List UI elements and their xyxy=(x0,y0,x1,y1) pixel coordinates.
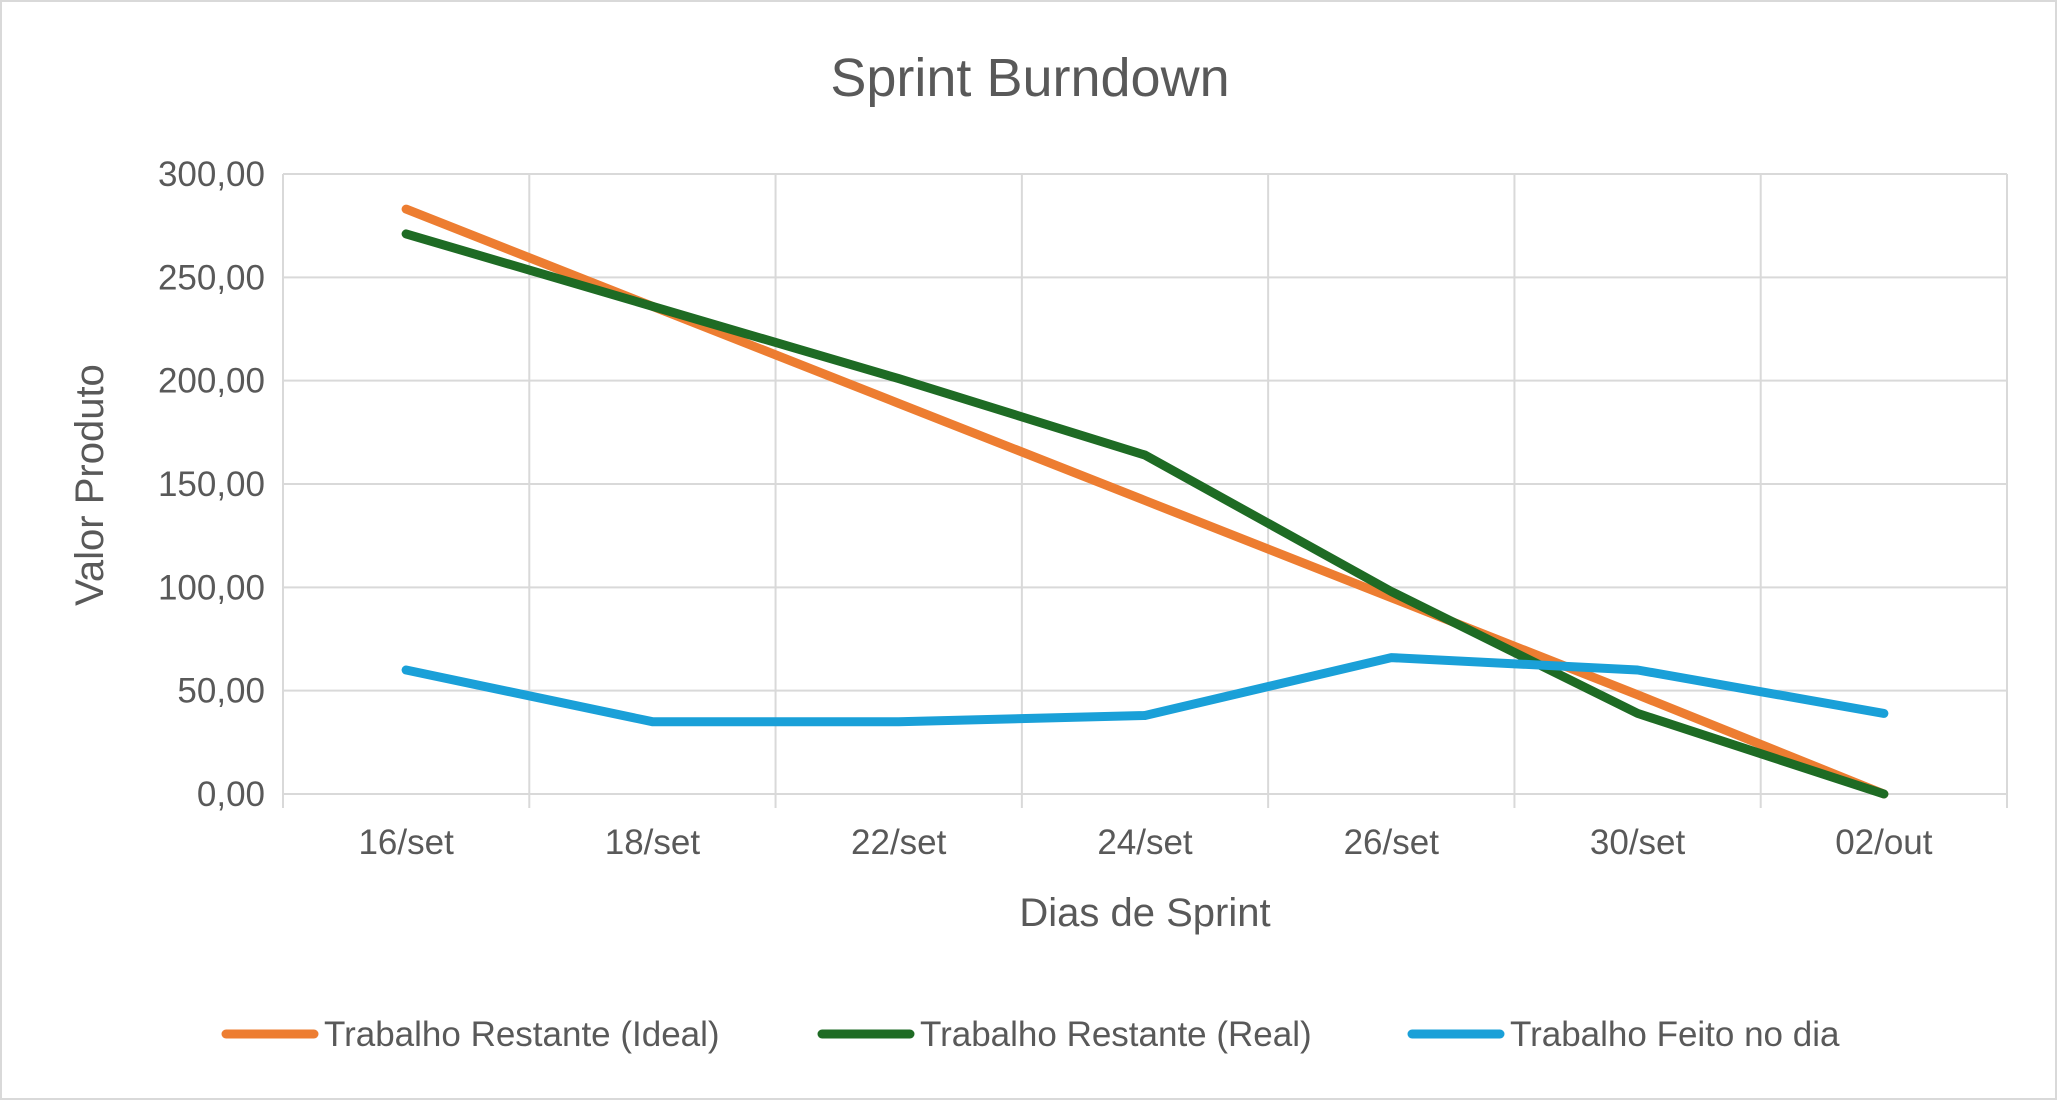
y-tick-label: 50,00 xyxy=(177,672,265,711)
x-tick-label: 22/set xyxy=(851,823,947,862)
series-line-3 xyxy=(401,653,1889,727)
y-tick-label: 100,00 xyxy=(158,568,265,607)
legend-label: Trabalho Restante (Real) xyxy=(920,1015,1312,1054)
y-tick-label: 300,00 xyxy=(158,155,265,194)
x-tick-label: 02/out xyxy=(1835,823,1933,862)
series-lines xyxy=(401,204,1889,799)
x-tick-label: 30/set xyxy=(1590,823,1686,862)
y-axis-title: Valor Produto xyxy=(68,364,112,606)
x-tick-label: 18/set xyxy=(605,823,701,862)
series-line-2 xyxy=(401,229,1889,799)
legend: Trabalho Restante (Ideal) Trabalho Restan… xyxy=(221,1015,1840,1054)
x-tick-label: 16/set xyxy=(358,823,454,862)
legend-label: Trabalho Feito no dia xyxy=(1510,1015,1840,1054)
x-axis-ticks: 16/set 18/set 22/set 24/set 26/set 30/set 02/o… xyxy=(358,823,1932,862)
y-axis-ticks: 0,00 50,00 100,00 150,00 200,00 250,00 300,00 xyxy=(158,155,265,814)
y-tick-label: 150,00 xyxy=(158,465,265,504)
x-tick-label: 24/set xyxy=(1097,823,1193,862)
x-tick-label: 26/set xyxy=(1344,823,1440,862)
y-tick-label: 0,00 xyxy=(197,775,265,814)
y-tick-label: 250,00 xyxy=(158,258,265,297)
chart-title: Sprint Burndown xyxy=(830,48,1229,108)
y-tick-label: 200,00 xyxy=(158,362,265,401)
legend-label: Trabalho Restante (Ideal) xyxy=(324,1015,720,1054)
x-axis-title: Dias de Sprint xyxy=(1019,891,1270,935)
